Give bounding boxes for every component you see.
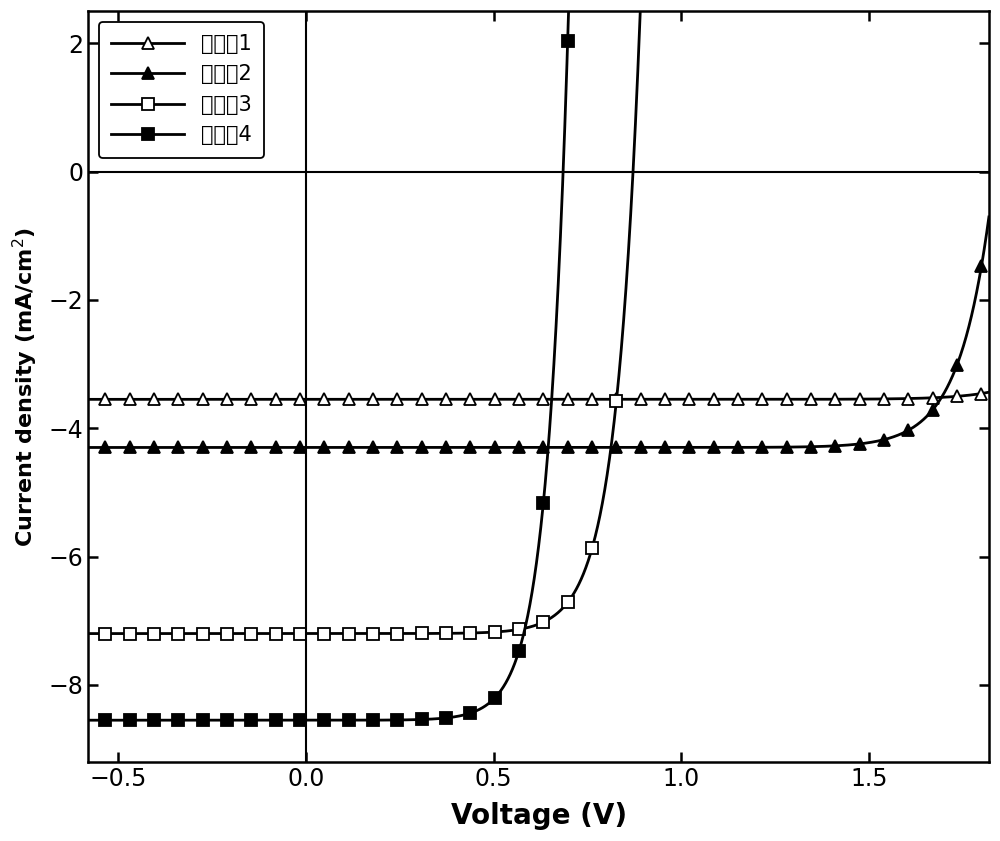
X-axis label: Voltage (V): Voltage (V) (451, 801, 627, 830)
对比奡1 (821, 394, 833, 405)
Line: 对比奡1: 对比奡1 (75, 386, 995, 405)
Y-axis label: Current density (mA/cm$^2$): Current density (mA/cm$^2$) (11, 226, 40, 547)
对比奡1 (619, 394, 631, 405)
对比奡1 (665, 394, 677, 405)
对比奡2 (752, 442, 764, 452)
对比奡2 (821, 442, 833, 452)
Line: 对比奡4: 对比奡4 (75, 0, 995, 727)
对比奡2 (983, 212, 995, 222)
对比奡1 (240, 394, 252, 405)
Line: 对比奡2: 对比奡2 (75, 211, 995, 454)
对比奡1 (75, 394, 87, 405)
对比奡2 (240, 442, 252, 452)
对比奡3 (240, 628, 252, 638)
对比奡2 (619, 442, 631, 452)
Line: 对比奡3: 对比奡3 (75, 0, 995, 640)
对比奡2 (422, 442, 434, 452)
对比奡1 (422, 394, 434, 405)
对比奡3 (75, 628, 87, 638)
对比奡2 (75, 442, 87, 452)
对比奡4 (422, 714, 434, 724)
对比奡1 (752, 394, 764, 405)
对比奡1 (983, 387, 995, 397)
对比奡4 (240, 715, 252, 725)
Legend: 对比奡1, 对比奡2, 对比奡3, 对比奡4: 对比奡1, 对比奡2, 对比奡3, 对比奡4 (99, 22, 264, 158)
对比奡4 (75, 715, 87, 725)
对比奡3 (619, 291, 631, 301)
对比奡2 (665, 442, 677, 452)
对比奡3 (422, 628, 434, 638)
